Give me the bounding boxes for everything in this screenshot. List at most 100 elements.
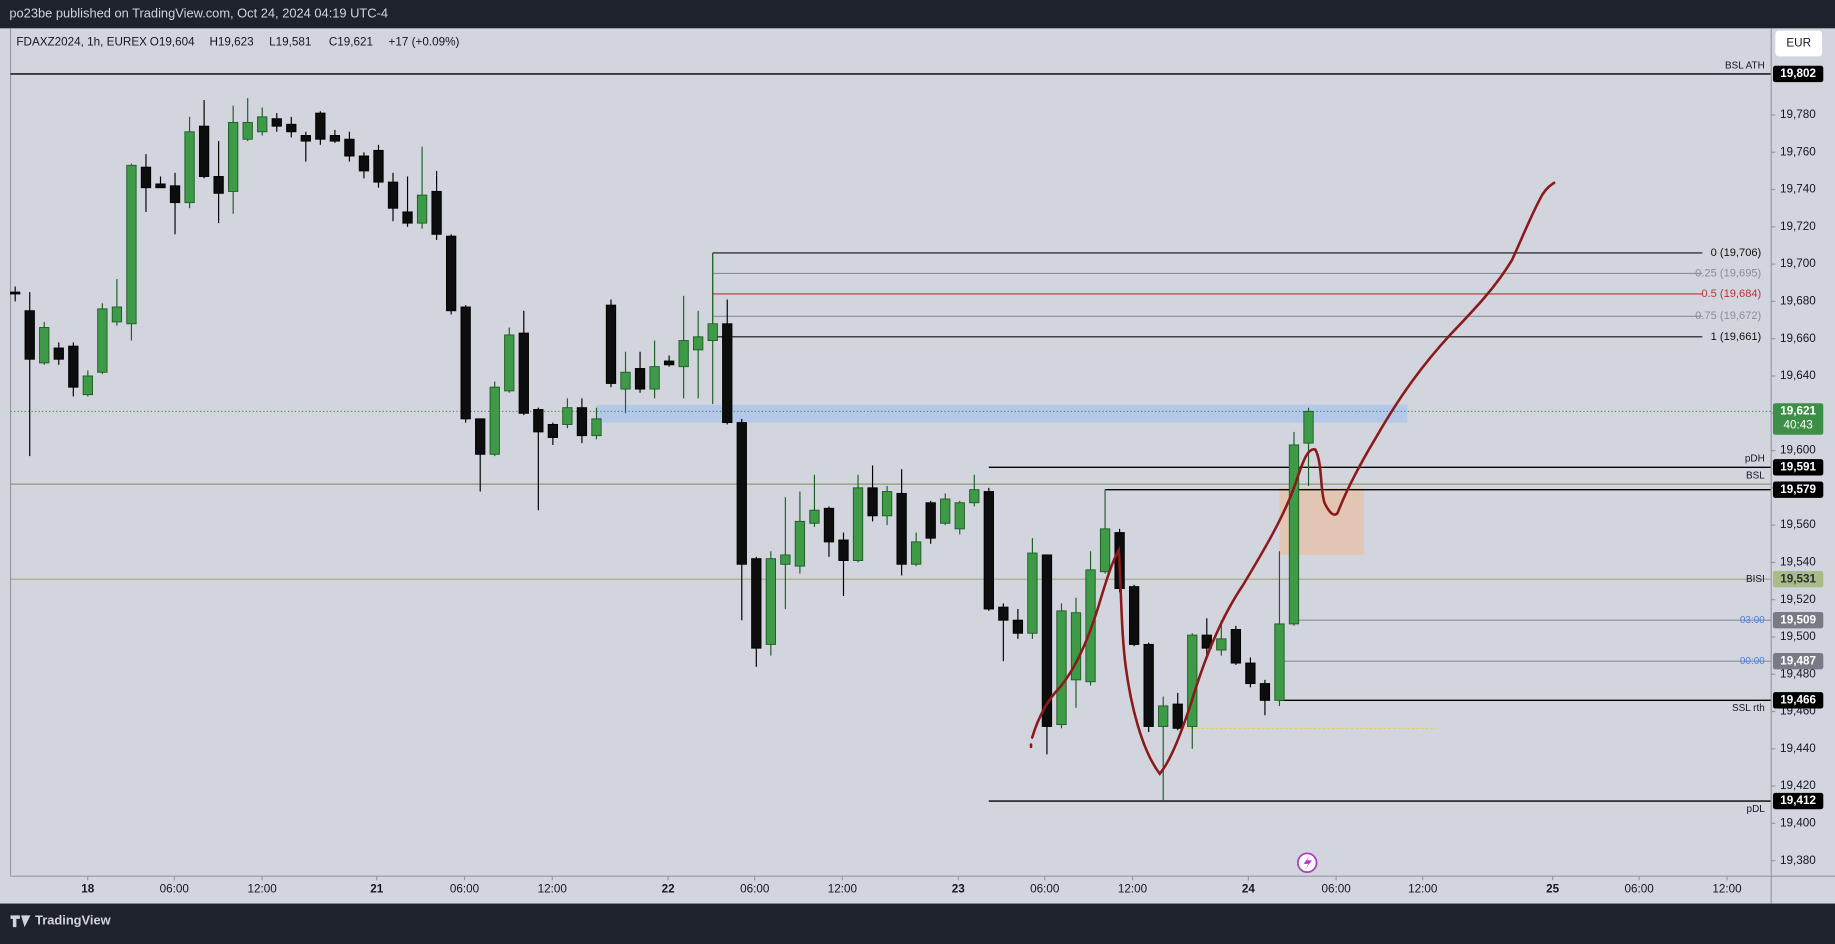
candle-body [111,306,123,323]
currency-button[interactable] [1775,30,1823,57]
candle-body [97,308,108,373]
y-tick-label: 19,760 [1780,145,1816,158]
candle-body [475,418,486,455]
candle-body [431,190,442,235]
level-label: BISI [1746,574,1765,585]
candle-body [1288,444,1300,625]
candle-body [591,418,602,437]
price-tag [1772,692,1824,709]
x-tick-label: 23 [952,883,966,896]
candle-body [271,118,282,127]
x-tick-label: 12:00 [1408,883,1438,896]
candle-body [329,135,341,142]
price-tag-label: 19,487 [1780,654,1816,667]
candle-body [1216,638,1227,651]
x-tick-label: 06:00 [450,883,480,896]
level-label: pDH [1745,454,1765,465]
price-tag-label: 19,466 [1780,693,1816,706]
fib-label: 1 (19,661) [1711,331,1762,343]
price-tag [1772,65,1824,83]
current-price-tag [1772,403,1824,435]
chart-bg [0,28,1835,904]
candle-body [1056,610,1067,726]
ohlc-info: O19,604 H19,623 L19,581 C19,621 +17 (+0.09%) [150,35,460,48]
candle-body [1027,552,1038,634]
y-tick-label: 19,480 [1780,667,1816,680]
candle-body [1274,623,1285,701]
candle-body [1158,705,1169,727]
candle-body [155,183,166,189]
price-tag-label: 19,579 [1780,483,1816,496]
candle-body [794,520,806,567]
y-tick-label: 19,440 [1780,742,1816,755]
candle-body [881,491,893,517]
y-tick-label: 19,560 [1780,518,1816,531]
candle-body [1303,410,1314,444]
y-tick-label: 19,720 [1780,220,1816,233]
brand: TradingView [35,913,112,928]
y-tick-label: 19,540 [1780,555,1816,568]
candle-body [823,507,835,543]
y-tick-label: 19,420 [1780,779,1816,792]
event-icon-bolt [1303,855,1312,870]
candle-body [315,112,326,140]
x-tick-label: 12:00 [1712,883,1742,896]
candle-body [722,323,733,424]
y-tick-label: 19,520 [1780,593,1816,606]
candle-body [911,541,922,565]
ohlc-value: +17 (+0.09%) [389,35,460,48]
candle-body [954,502,965,530]
candle-body [126,164,137,325]
x-tick-label: 12:00 [828,883,858,896]
x-tick-label: 24 [1242,883,1256,896]
candle-body [402,211,413,224]
candle-body [39,327,50,364]
candle-body [562,407,573,425]
ohlc-value: H19,623 [209,35,253,48]
y-tick-label: 19,780 [1780,108,1816,121]
candle-body [82,375,93,396]
candle-body [925,502,936,539]
candle-body [24,310,35,360]
x-tick-label: 06:00 [160,883,190,896]
levels: 0 (19,706) 0.25 (19,695) 0.5 (19,684) 0.75 … [10,60,1771,815]
candle-body [344,138,355,157]
currency[interactable]: EUR [1786,37,1811,50]
candle-body [969,489,980,504]
top-bar [0,0,1835,29]
candle-body [576,407,588,437]
x-tick-label: 06:00 [1030,883,1060,896]
price-tag [1772,570,1824,588]
x-tick-label: 18 [81,883,95,896]
candle-body [198,125,210,177]
candle-body [53,347,64,360]
candle-body [1070,612,1082,681]
candle-body [751,558,762,649]
candle-body [242,121,253,140]
ohlc-value: C19,621 [329,35,373,48]
price-tag [1772,792,1824,810]
candle-body [228,121,239,192]
ohlc-value: L19,581 [269,35,311,48]
candle-body [300,135,311,142]
candle-body [693,336,704,351]
candle-body [68,345,79,388]
candle-body [736,422,747,565]
candle-body [707,323,718,342]
y-tick-label: 19,660 [1780,332,1816,345]
candle-body [1012,619,1024,634]
current-price-label: 19,621 [1780,404,1816,417]
x-tick-label: 22 [662,883,676,896]
candle-body [896,492,907,565]
candle-body [1143,643,1154,727]
fib-label: 0 (19,706) [1711,247,1762,259]
price-tag [1772,653,1824,670]
candle-body [649,366,660,390]
candle-body [1259,683,1271,701]
candle-body [1085,569,1096,683]
candle-body [140,166,152,189]
y-tick-label: 19,700 [1780,257,1816,270]
countdown: 40:43 [1784,419,1813,432]
footer-bar [0,903,1835,939]
